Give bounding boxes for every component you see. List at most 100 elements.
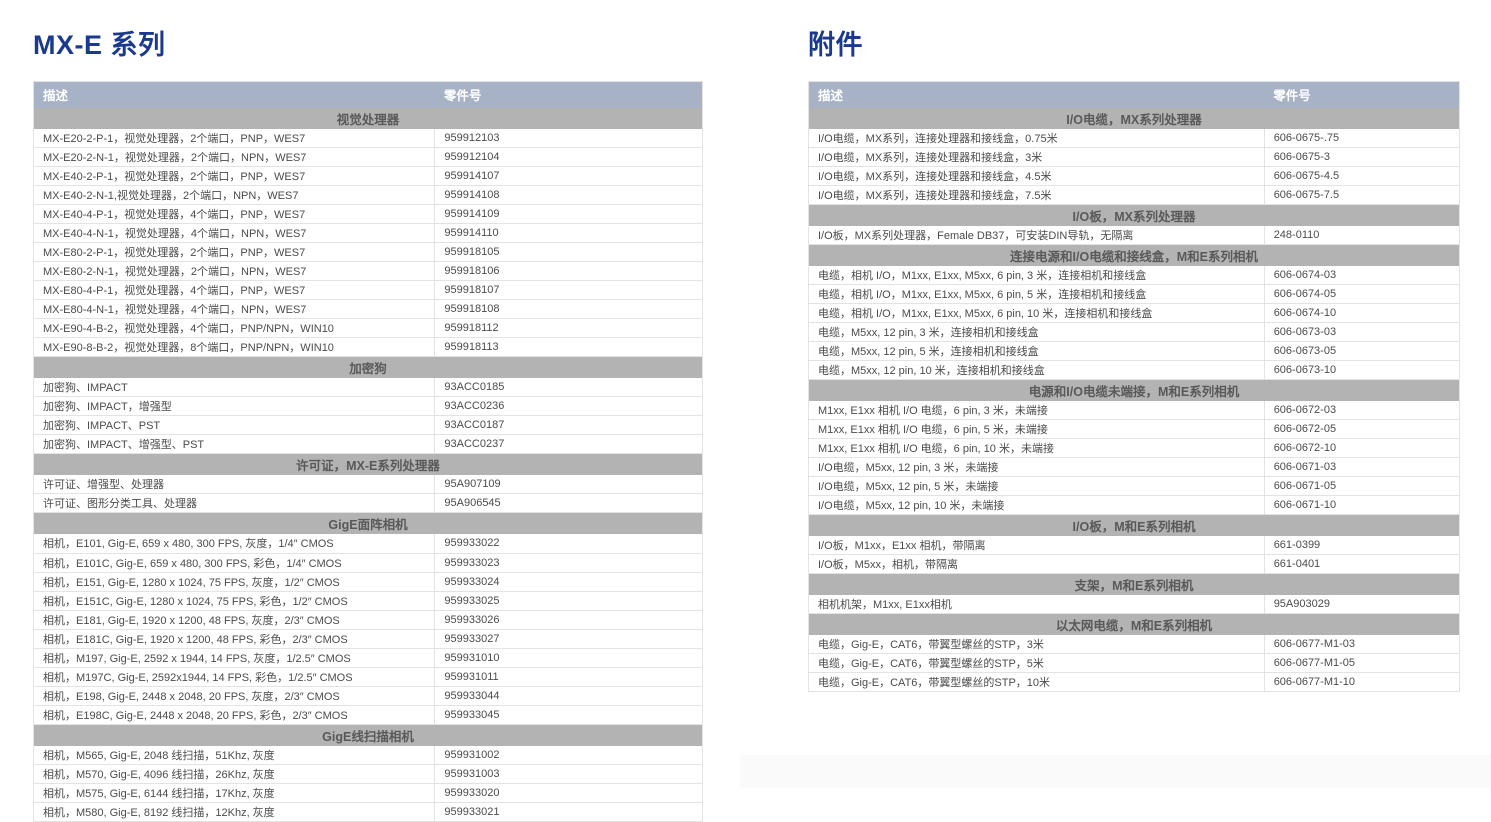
table-row: 相机，M570, Gig-E, 4096 线扫描，26Khz, 灰度 959931… — [33, 764, 703, 784]
table-row: 许可证、增强型、处理器 95A907109 — [33, 475, 703, 494]
cell-description: M1xx, E1xx 相机 I/O 电缆，6 pin, 10 米，未端接 — [808, 438, 1265, 458]
cell-description: 电缆，相机 I/O，M1xx, E1xx, M5xx, 6 pin, 3 米，连… — [808, 266, 1265, 285]
table-row: 相机，M197, Gig-E, 2592 x 1944, 14 FPS, 灰度，… — [33, 648, 703, 668]
cell-part-number: 606-0671-03 — [1263, 457, 1460, 477]
section-header-row: 连接电源和I/O电缆和接线盒，M和E系列相机 — [808, 244, 1460, 266]
cell-part-number: 959933022 — [434, 534, 703, 554]
cell-part-number: 959931011 — [434, 667, 703, 687]
cell-part-number: 606-0675-.75 — [1263, 129, 1460, 148]
cell-description: 相机，E198, Gig-E, 2448 x 2048, 20 FPS, 灰度，… — [33, 686, 435, 706]
table-row: MX-E80-2-P-1，视觉处理器，2个端口，PNP，WES7 95991810… — [33, 242, 703, 262]
cell-part-number: 661-0399 — [1263, 536, 1460, 555]
cell-part-number: 959933026 — [434, 610, 703, 630]
cell-description: 相机，M197C, Gig-E, 2592x1944, 14 FPS, 彩色，1… — [33, 667, 435, 687]
section-header-row: 许可证，MX-E系列处理器 — [33, 453, 703, 475]
section-header: I/O板，M和E系列相机 — [808, 514, 1460, 536]
cell-part-number: 959918107 — [434, 280, 703, 300]
cell-part-number: 95A906545 — [434, 493, 703, 513]
section-header-row: 视觉处理器 — [33, 108, 703, 129]
cell-description: M1xx, E1xx 相机 I/O 电缆，6 pin, 5 米，未端接 — [808, 419, 1265, 439]
cell-description: I/O电缆，M5xx, 12 pin, 5 米，未端接 — [808, 476, 1265, 496]
table-row: MX-E80-2-N-1，视觉处理器，2个端口，NPN，WES7 95991810… — [33, 261, 703, 281]
cell-description: 加密狗、IMPACT — [33, 378, 435, 397]
table-row: I/O电缆，M5xx, 12 pin, 3 米，未端接 606-0671-03 — [808, 457, 1460, 477]
table-row: MX-E90-4-B-2，视觉处理器，4个端口，PNP/NPN，WIN10 959… — [33, 318, 703, 338]
table-row: 相机，E198C, Gig-E, 2448 x 2048, 20 FPS, 彩色… — [33, 705, 703, 725]
section-header: GigE面阵相机 — [33, 512, 703, 534]
cell-description: 许可证、增强型、处理器 — [33, 475, 435, 494]
column-header-part-number: 零件号 — [1264, 81, 1460, 108]
table-row: M1xx, E1xx 相机 I/O 电缆，6 pin, 3 米，未端接 606-0… — [808, 401, 1460, 420]
section-header: 连接电源和I/O电缆和接线盒，M和E系列相机 — [808, 244, 1460, 266]
table-row: 电缆，相机 I/O，M1xx, E1xx, M5xx, 6 pin, 3 米，连… — [808, 266, 1460, 285]
section-header-row: I/O板，MX系列处理器 — [808, 204, 1460, 226]
cell-part-number: 959931010 — [434, 648, 703, 668]
page-title-accessories: 附件 — [808, 30, 863, 60]
section-header-row: I/O板，M和E系列相机 — [808, 514, 1460, 536]
cell-part-number: 606-0671-10 — [1263, 495, 1460, 515]
table-row: 加密狗、IMPACT，增强型 93ACC0236 — [33, 396, 703, 416]
section-header-row: GigE面阵相机 — [33, 512, 703, 534]
section-header: I/O板，MX系列处理器 — [808, 204, 1460, 226]
cell-description: 相机，M570, Gig-E, 4096 线扫描，26Khz, 灰度 — [33, 764, 435, 784]
table-row: 加密狗、IMPACT、增强型、PST 93ACC0237 — [33, 434, 703, 454]
cell-part-number: 959933021 — [434, 802, 703, 822]
section-header: GigE线扫描相机 — [33, 724, 703, 746]
cell-part-number: 959931002 — [434, 745, 703, 765]
section-header-row: I/O电缆，MX系列处理器 — [808, 108, 1460, 129]
cell-description: 许可证、图形分类工具、处理器 — [33, 493, 435, 513]
cell-description: MX-E80-4-P-1，视觉处理器，4个端口，PNP，WES7 — [33, 280, 435, 300]
section-header: 加密狗 — [33, 356, 703, 378]
mx-e-series-column: MX-E 系列 描述 零件号 视觉处理器 MX-E20-2-P-1，视觉处理器，2… — [33, 30, 703, 822]
cell-part-number: 606-0675-7.5 — [1263, 185, 1460, 205]
column-header-description: 描述 — [808, 81, 1265, 108]
table-row: 相机，E181C, Gig-E, 1920 x 1200, 48 FPS, 彩色… — [33, 629, 703, 649]
table-row: I/O板，M5xx，相机，带隔离 661-0401 — [808, 554, 1460, 574]
table-row: MX-E40-2-P-1，视觉处理器，2个端口，PNP，WES7 95991410… — [33, 166, 703, 186]
cell-description: 电缆，Gig-E，CAT6，带翼型螺丝的STP，3米 — [808, 635, 1265, 654]
table-row: 相机，M565, Gig-E, 2048 线扫描，51Khz, 灰度 959931… — [33, 745, 703, 765]
section-header-row: 电源和I/O电缆未端接，M和E系列相机 — [808, 379, 1460, 401]
section-header: 以太网电缆，M和E系列相机 — [808, 613, 1460, 635]
cell-part-number: 661-0401 — [1263, 554, 1460, 574]
cell-description: I/O电缆，MX系列，连接处理器和接线盒，7.5米 — [808, 185, 1265, 205]
cell-part-number: 606-0674-05 — [1263, 284, 1460, 304]
table-row: 相机，M197C, Gig-E, 2592x1944, 14 FPS, 彩色，1… — [33, 667, 703, 687]
table-row: 电缆，相机 I/O，M1xx, E1xx, M5xx, 6 pin, 10 米，… — [808, 303, 1460, 323]
cell-part-number: 959914107 — [434, 166, 703, 186]
section-header-row: GigE线扫描相机 — [33, 724, 703, 746]
cell-description: 电缆，M5xx, 12 pin, 3 米，连接相机和接线盒 — [808, 322, 1265, 342]
cell-part-number: 959914110 — [434, 223, 703, 243]
table-row: 相机机架，M1xx, E1xx相机 95A903029 — [808, 595, 1460, 614]
cell-description: MX-E40-2-P-1，视觉处理器，2个端口，PNP，WES7 — [33, 166, 435, 186]
table-row: I/O电缆，M5xx, 12 pin, 5 米，未端接 606-0671-05 — [808, 476, 1460, 496]
cell-part-number: 606-0672-05 — [1263, 419, 1460, 439]
cell-description: 加密狗、IMPACT、PST — [33, 415, 435, 435]
footer-shade — [740, 755, 1491, 788]
cell-description: MX-E90-4-B-2，视觉处理器，4个端口，PNP/NPN，WIN10 — [33, 318, 435, 338]
cell-part-number: 959933020 — [434, 783, 703, 803]
page-title-mx-e-series: MX-E 系列 — [33, 30, 166, 60]
accessories-column: 附件 描述 零件号 I/O电缆，MX系列处理器 I/O电缆，MX系列，连接处理器和… — [808, 30, 1460, 692]
cell-description: 相机，M575, Gig-E, 6144 线扫描，17Khz, 灰度 — [33, 783, 435, 803]
cell-description: 相机机架，M1xx, E1xx相机 — [808, 595, 1265, 614]
cell-part-number: 606-0675-4.5 — [1263, 166, 1460, 186]
section-header: 视觉处理器 — [33, 108, 703, 129]
cell-description: I/O板，M5xx，相机，带隔离 — [808, 554, 1265, 574]
cell-part-number: 959914109 — [434, 204, 703, 224]
cell-description: MX-E90-8-B-2，视觉处理器，8个端口，PNP/NPN，WIN10 — [33, 337, 435, 357]
cell-part-number: 606-0675-3 — [1263, 147, 1460, 167]
cell-part-number: 93ACC0236 — [434, 396, 703, 416]
cell-part-number: 95A903029 — [1263, 595, 1460, 614]
section-header: 许可证，MX-E系列处理器 — [33, 453, 703, 475]
cell-part-number: 93ACC0237 — [434, 434, 703, 454]
cell-part-number: 606-0677-M1-03 — [1263, 635, 1460, 654]
cell-description: MX-E40-4-N-1，视觉处理器，4个端口，NPN，WES7 — [33, 223, 435, 243]
cell-part-number: 959933044 — [434, 686, 703, 706]
table-row: MX-E90-8-B-2，视觉处理器，8个端口，PNP/NPN，WIN10 959… — [33, 337, 703, 357]
column-header-description: 描述 — [33, 81, 435, 108]
cell-part-number: 959918108 — [434, 299, 703, 319]
cell-part-number: 606-0673-03 — [1263, 322, 1460, 342]
table-row: 电缆，相机 I/O，M1xx, E1xx, M5xx, 6 pin, 5 米，连… — [808, 284, 1460, 304]
cell-description: I/O电缆，MX系列，连接处理器和接线盒，0.75米 — [808, 129, 1265, 148]
